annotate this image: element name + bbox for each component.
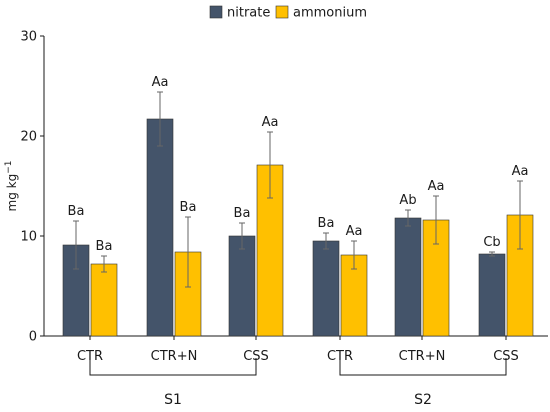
legend-swatch-nitrate xyxy=(209,5,223,19)
legend-label-nitrate: nitrate xyxy=(227,6,270,21)
group-label: S1 xyxy=(164,392,182,408)
nitrate-bar xyxy=(228,235,256,337)
bars xyxy=(62,91,534,337)
ammonium-significance-label: Aa xyxy=(346,224,363,239)
group-brackets: S1 S2 xyxy=(89,358,507,408)
nitrate-significance-label: Ab xyxy=(399,193,416,208)
ammonium-significance-label: Aa xyxy=(262,115,279,130)
y-tick-label: 10 xyxy=(20,230,37,245)
nitrate-significance-label: Ba xyxy=(318,216,335,231)
nitrate-significance-label: Ba xyxy=(234,206,251,221)
ammonium-significance-label: Aa xyxy=(512,164,529,179)
ammonium-significance-label: Ba xyxy=(180,200,197,215)
legend-swatch-ammonium xyxy=(275,5,289,19)
legend: nitrate ammonium xyxy=(209,5,367,21)
nitrate-bar xyxy=(146,118,174,337)
x-tick-label: CTR xyxy=(77,349,103,364)
y-axis-title-main: mg kg xyxy=(5,174,19,212)
ammonium-significance-label: Ba xyxy=(96,239,113,254)
legend-label-ammonium: ammonium xyxy=(293,6,367,21)
nitrate-bar xyxy=(478,253,506,337)
x-tick-label: CTR+N xyxy=(399,349,446,364)
group-label: S2 xyxy=(414,392,432,408)
nitrate-significance-label: Cb xyxy=(483,235,500,250)
ammonium-significance-label: Aa xyxy=(428,179,445,194)
group-bracket xyxy=(339,358,507,376)
y-tick-label: 20 xyxy=(20,130,37,145)
ammonium-bar xyxy=(340,254,368,337)
y-tick-label: 30 xyxy=(20,30,37,45)
nitrate-bar xyxy=(312,240,340,337)
y-tick-label: 0 xyxy=(29,330,37,345)
y-axis-title: mg kg−1 xyxy=(4,161,19,212)
labels: Ba Aa Ba Ba Ab Cb Ba Ba Aa Aa Aa Aa xyxy=(68,75,529,254)
x-tick-label: CSS xyxy=(493,349,519,364)
y-axis-title-superscript: −1 xyxy=(4,161,14,174)
ammonium-bar xyxy=(90,263,118,337)
nitrate-significance-label: Aa xyxy=(152,75,169,90)
nitrate-bar xyxy=(394,217,422,337)
axes: 0 10 20 30 mg kg−1 CTR CTR+N CSS CTR CTR+N CSS xyxy=(4,30,548,364)
x-tick-label: CSS xyxy=(243,349,269,364)
x-tick-label: CTR xyxy=(327,349,353,364)
group-bracket xyxy=(89,358,257,376)
x-tick-label: CTR+N xyxy=(151,349,198,364)
nitrate-significance-label: Ba xyxy=(68,204,85,219)
